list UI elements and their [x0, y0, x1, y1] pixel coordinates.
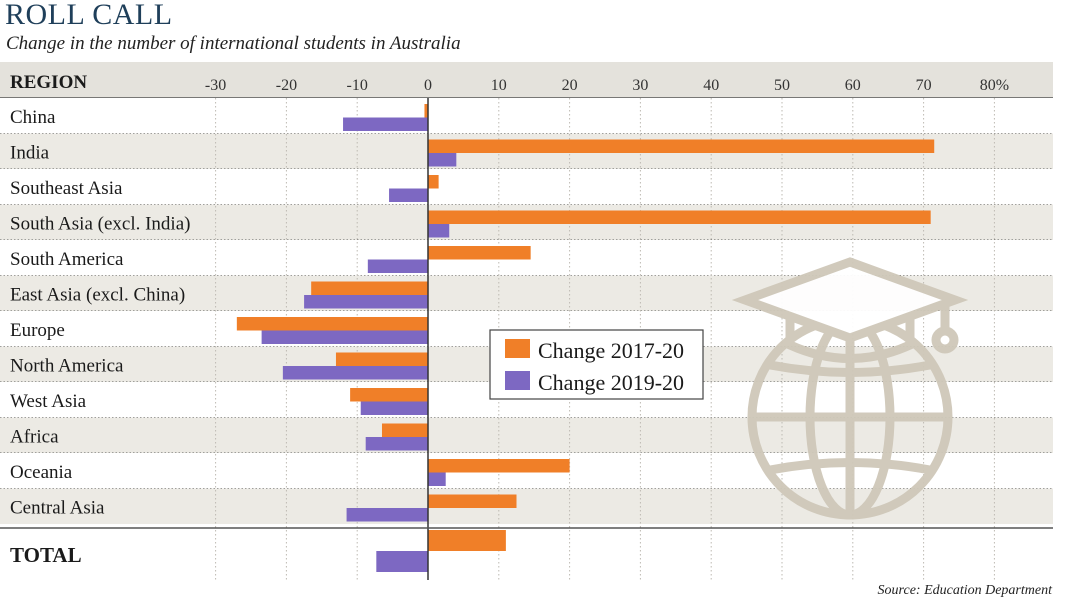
chart-title: ROLL CALL — [5, 0, 173, 31]
category-label: East Asia (excl. China) — [10, 285, 185, 306]
header-band — [0, 62, 1053, 98]
category-label: West Asia — [10, 391, 87, 412]
source-note: Source: Education Department — [877, 583, 1052, 598]
category-label: China — [10, 107, 56, 128]
legend: Change 2017-20 Change 2019-20 — [489, 329, 704, 400]
category-label: Central Asia — [10, 498, 105, 519]
bar-change-2019-20 — [346, 508, 428, 522]
bar-change-2017-20 — [428, 210, 931, 224]
bar-change-2019-20 — [360, 401, 428, 415]
bar-change-2017-20 — [428, 494, 517, 508]
bar-change-2017-20 — [428, 530, 506, 551]
x-tick-label: 50 — [774, 77, 790, 94]
chart-subtitle: Change in the number of international st… — [6, 33, 461, 54]
x-tick-labels: -30 -20 -10 0 10 20 30 40 50 60 70 80% — [205, 77, 1009, 94]
x-tick-label: -20 — [276, 77, 297, 94]
bar-change-2017-20 — [311, 281, 428, 295]
x-tick-label: 80% — [980, 77, 1009, 94]
bar-change-2019-20 — [365, 437, 428, 451]
x-tick-label: -30 — [205, 77, 226, 94]
region-header: REGION — [10, 72, 87, 93]
category-label: Europe — [10, 320, 65, 341]
bar-change-2019-20 — [343, 117, 428, 131]
bar-change-2017-20 — [428, 459, 570, 473]
category-label: Oceania — [10, 462, 73, 483]
row-background — [0, 528, 1053, 580]
x-tick-label: -10 — [347, 77, 368, 94]
bars — [236, 104, 935, 572]
category-label: Africa — [10, 427, 59, 448]
bar-change-2019-20 — [376, 551, 428, 572]
bar-change-2017-20 — [428, 139, 935, 153]
bar-change-2019-20 — [428, 224, 450, 238]
category-label: North America — [10, 356, 124, 377]
x-tick-label: 0 — [424, 77, 432, 94]
bar-change-2017-20 — [335, 352, 428, 366]
bar-change-2019-20 — [304, 295, 428, 309]
row-backgrounds — [0, 98, 1053, 580]
category-labels: China India Southeast Asia South Asia (excl… — [10, 107, 190, 567]
bar-change-2019-20 — [428, 153, 457, 167]
bar-change-2019-20 — [367, 259, 428, 273]
legend-label-2017-20: Change 2017-20 — [538, 338, 684, 363]
bar-change-2017-20 — [381, 423, 428, 437]
row-background — [0, 98, 1053, 134]
bar-change-2019-20 — [389, 188, 428, 202]
x-tick-label: 60 — [845, 77, 861, 94]
bar-change-2017-20 — [428, 246, 531, 260]
bar-change-2019-20 — [282, 366, 428, 380]
row-background — [0, 417, 1053, 453]
bar-change-2017-20 — [424, 104, 428, 118]
x-tick-label: 10 — [491, 77, 507, 94]
x-tick-label: 40 — [703, 77, 719, 94]
graduation-globe-icon — [731, 257, 969, 520]
category-label: South Asia (excl. India) — [10, 214, 190, 235]
row-background — [0, 169, 1053, 205]
category-label: TOTAL — [10, 543, 82, 567]
bar-change-2019-20 — [261, 330, 428, 344]
x-tick-label: 30 — [632, 77, 648, 94]
legend-label-2019-20: Change 2019-20 — [538, 370, 684, 395]
bar-change-2017-20 — [236, 317, 428, 331]
x-tick-label: 20 — [562, 77, 578, 94]
legend-swatch-purple — [505, 371, 530, 390]
category-label: Southeast Asia — [10, 178, 123, 199]
category-label: South America — [10, 249, 124, 270]
bar-change-2017-20 — [350, 388, 428, 402]
legend-swatch-orange — [505, 339, 530, 358]
bar-change-2019-20 — [428, 472, 446, 486]
x-tick-label: 70 — [916, 77, 932, 94]
bar-change-2017-20 — [428, 175, 439, 189]
category-label: India — [10, 143, 50, 164]
